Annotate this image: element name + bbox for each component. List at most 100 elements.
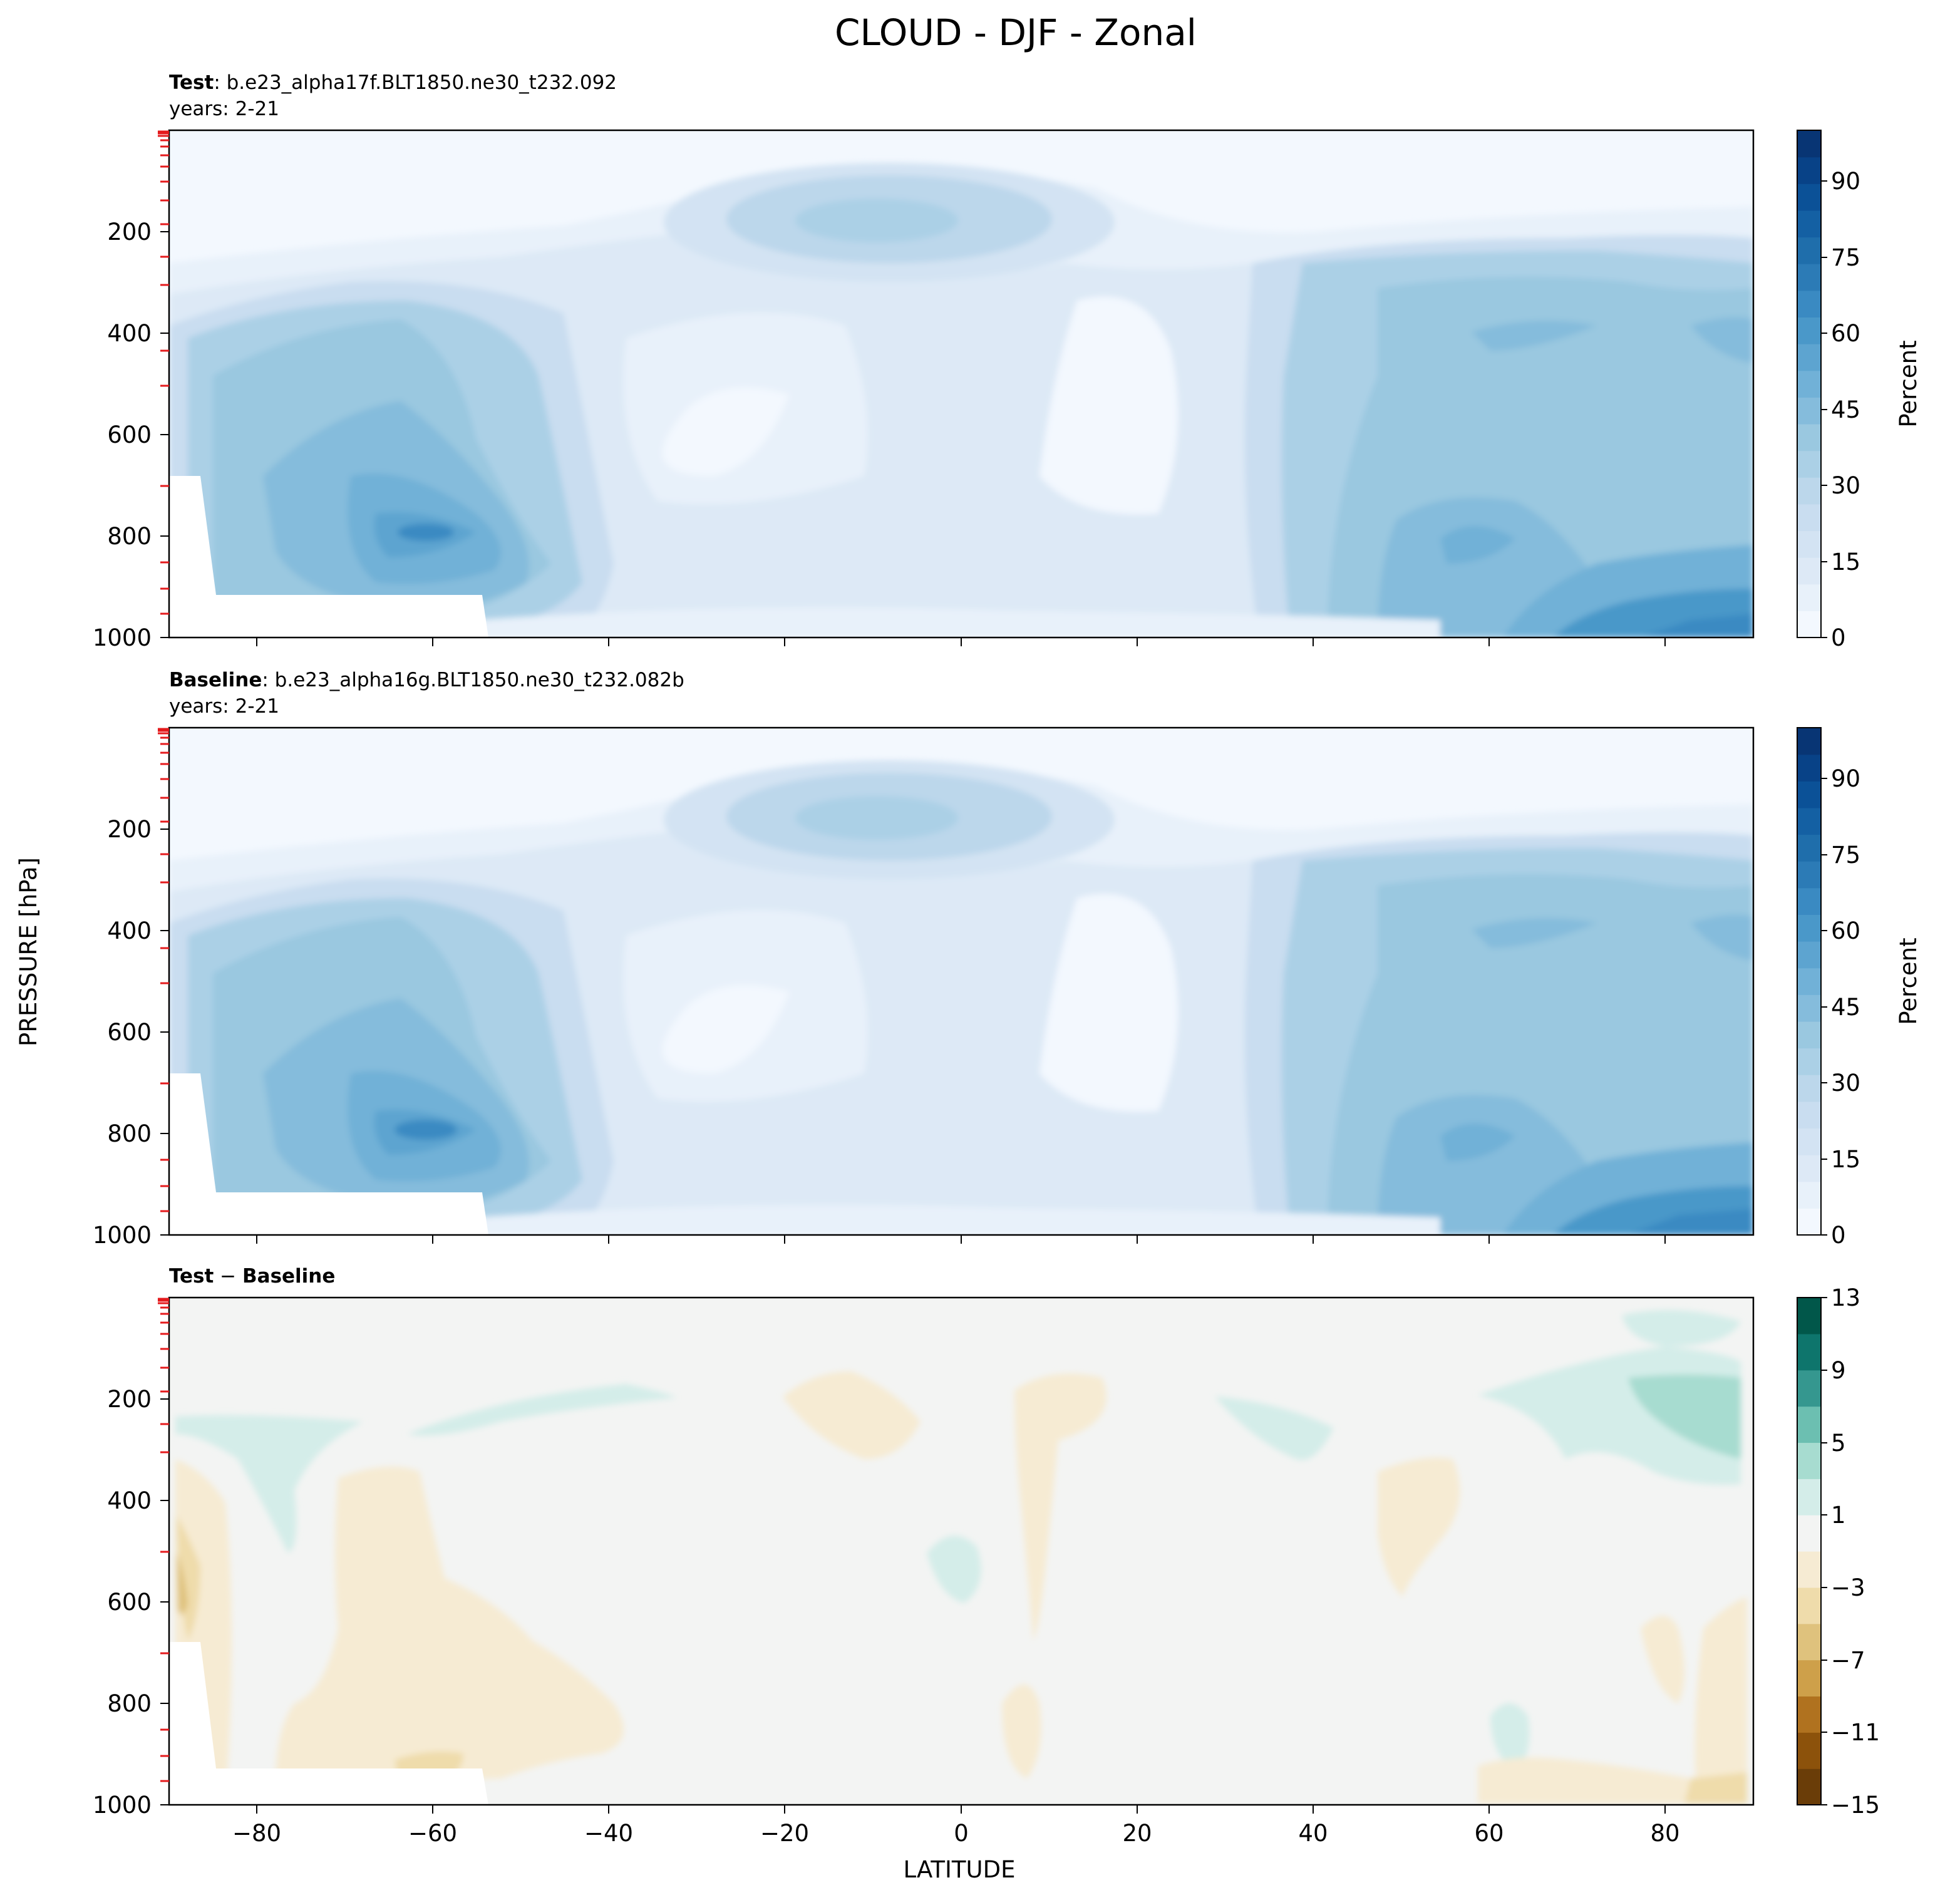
colorbar-swatch (1797, 1732, 1821, 1769)
colorbar-swatch (1797, 130, 1821, 158)
colorbar-swatch (1797, 728, 1821, 755)
colorbar-swatch (1797, 183, 1821, 211)
figure-title: CLOUD - DJF - Zonal (835, 11, 1197, 54)
panel-diff-label-sep: − (214, 1265, 242, 1288)
svg-text:Test − Baseline: Test − Baseline (169, 1265, 335, 1288)
panel-difference: Test − Baseline (93, 1265, 1880, 1847)
colorbar-swatch (1797, 887, 1821, 916)
panel-difference-level-ticks (158, 1298, 169, 1782)
panel-test-ytick-label: 200 (107, 219, 152, 245)
colorbar-swatch (1797, 968, 1821, 995)
panel-baseline-x-ticks (256, 1235, 1666, 1244)
svg-text:Test: b.e23_alpha17f.BLT1850.n: Test: b.e23_alpha17f.BLT1850.ne30_t232.0… (169, 71, 617, 94)
panel-test-ytick-label: 400 (107, 320, 152, 347)
colorbar-tick-label: 75 (1831, 244, 1860, 271)
colorbar-tick-label: 1 (1831, 1502, 1846, 1529)
x-axis-label: LATITUDE (904, 1856, 1016, 1883)
xtick-label: 80 (1650, 1820, 1679, 1847)
colorbar-tick-label: 45 (1831, 994, 1860, 1021)
panel-test-y-ticks: 200 400 600 800 1000 (93, 219, 169, 651)
xtick-label: −40 (584, 1820, 633, 1847)
colorbar-swatch (1797, 861, 1821, 889)
colorbar-tick-label: 0 (1831, 624, 1846, 651)
colorbar-swatch (1797, 344, 1821, 371)
colorbar-swatch (1797, 584, 1821, 611)
colorbar-swatch (1797, 1298, 1821, 1335)
colorbar-swatch (1797, 754, 1821, 782)
panel-diff-label-baseline: Baseline (242, 1265, 335, 1288)
colorbar-swatch (1797, 1333, 1821, 1371)
panel-difference-y-ticks: 200 400 600 800 1000 (93, 1386, 169, 1819)
colorbar-swatch (1797, 941, 1821, 969)
colorbar-tick-label: −11 (1831, 1719, 1880, 1746)
colorbar-swatch (1797, 450, 1821, 478)
colorbar-swatch (1797, 557, 1821, 585)
colorbar-swatch (1797, 477, 1821, 505)
colorbar-swatch (1797, 397, 1821, 425)
colorbar-tick-label: 30 (1831, 1070, 1860, 1097)
colorbar-tick-label: 9 (1831, 1357, 1846, 1384)
colorbar-tick-label: 5 (1831, 1430, 1846, 1457)
colorbar-tick-label: 90 (1831, 765, 1860, 792)
colorbar-swatch (1797, 1515, 1821, 1552)
colorbar-tick-label: 15 (1831, 549, 1860, 576)
panel-test-ytick-label: 1000 (93, 624, 152, 651)
colorbar-swatch (1797, 994, 1821, 1022)
colorbar-swatch (1797, 1479, 1821, 1515)
colorbar-tick-label: 60 (1831, 917, 1860, 944)
colorbar-tick-label: 0 (1831, 1222, 1846, 1249)
xtick-label: 60 (1474, 1820, 1504, 1847)
panel-test-ytick-label: 800 (107, 523, 152, 550)
colorbar-swatch (1797, 1406, 1821, 1443)
colorbar-swatch (1797, 237, 1821, 264)
colorbar-swatch (1797, 503, 1821, 532)
panel-test-ytick-label: 600 (107, 421, 152, 448)
panel-difference-x-ticks: −80 −60 −40 −20 0 20 40 60 80 (232, 1805, 1680, 1847)
colorbar-tick-label: −3 (1831, 1574, 1865, 1601)
panel-baseline-level-ticks (158, 728, 169, 1212)
xtick-label: −20 (760, 1820, 809, 1847)
colorbar-swatch (1797, 1075, 1821, 1102)
colorbar-tick-label: −7 (1831, 1647, 1865, 1674)
panel-baseline-ytick-label: 1000 (93, 1222, 152, 1249)
colorbar-swatch (1797, 423, 1821, 452)
panel-diff-ytick-label: 1000 (93, 1792, 152, 1819)
colorbar-swatch (1797, 370, 1821, 398)
colorbar-tick-label: 60 (1831, 320, 1860, 347)
colorbar-swatch (1797, 781, 1821, 808)
panel-diff-ytick-label: 600 (107, 1589, 152, 1616)
xtick-label: −80 (232, 1820, 281, 1847)
colorbar-swatch (1797, 834, 1821, 862)
colorbar-swatch (1797, 914, 1821, 942)
panel-test-label-bold: Test (169, 71, 214, 94)
panel-baseline-contour-field (169, 728, 1753, 1235)
panel-diff-ytick-label: 800 (107, 1690, 152, 1717)
panel-baseline-years: years: 2-21 (169, 695, 279, 718)
colorbar-swatch (1797, 210, 1821, 238)
colorbar-swatch (1797, 1696, 1821, 1733)
panel-test-years: years: 2-21 (169, 98, 279, 120)
panel-baseline-ytick-label: 200 (107, 816, 152, 843)
colorbar-tick-label: −15 (1831, 1792, 1880, 1819)
colorbar-swatch (1797, 1442, 1821, 1479)
svg-text:Baseline: b.e23_alpha16g.BLT18: Baseline: b.e23_alpha16g.BLT1850.ne30_t2… (169, 669, 684, 691)
colorbar-swatch (1797, 1660, 1821, 1697)
xtick-label: −60 (408, 1820, 457, 1847)
panel-baseline-colorbar: 0 15 30 45 60 75 90 Percent (1797, 727, 1922, 1249)
panel-baseline-ytick-label: 800 (107, 1120, 152, 1147)
colorbar-swatch (1797, 530, 1821, 558)
colorbar-swatch (1797, 1370, 1821, 1407)
colorbar-label: Percent (1895, 937, 1922, 1025)
panel-difference-colorbar: 13 9 5 1 −3 −7 −11 −15 (1797, 1284, 1880, 1819)
colorbar-label: Percent (1895, 340, 1922, 427)
xtick-label: 0 (954, 1820, 969, 1847)
colorbar-swatch (1797, 157, 1821, 184)
panel-baseline-ytick-label: 400 (107, 917, 152, 944)
colorbar-swatch (1797, 1101, 1821, 1129)
colorbar-swatch (1797, 1587, 1821, 1624)
panel-test: Test: b.e23_alpha17f.BLT1850.ne30_t232.0… (93, 71, 1922, 651)
panel-test-colorbar: 0 15 30 45 60 75 90 Percent (1797, 130, 1922, 651)
colorbar-swatch (1797, 807, 1821, 835)
colorbar-swatch (1797, 1155, 1821, 1182)
